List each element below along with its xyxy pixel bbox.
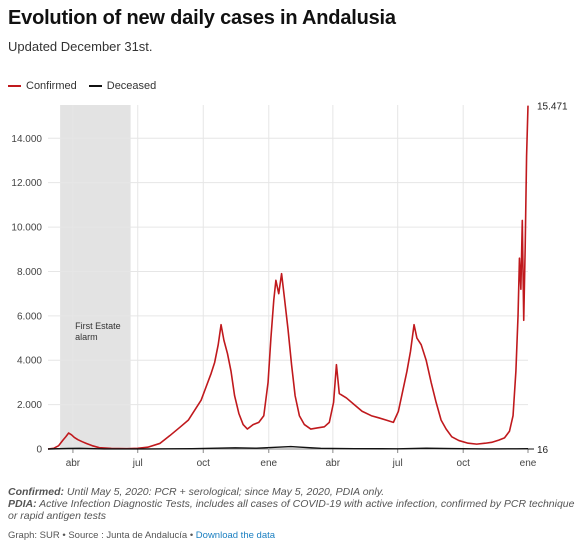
legend: Confirmed Deceased [8,80,156,92]
y-tick-label: 4.000 [17,356,42,367]
note-confirmed-text: Until May 5, 2020: PCR + serological; si… [66,486,385,498]
series-line-deceased [47,445,529,450]
x-tick-label: ene [520,458,537,469]
end-label-deceased: 16 [537,445,549,456]
legend-swatch-confirmed [8,85,21,87]
first-estate-alarm-band [60,105,131,449]
y-tick-label: 2.000 [17,400,42,411]
note-pdia: PDIA: Active Infection Diagnostic Tests,… [8,498,580,522]
note-confirmed: Confirmed: Until May 5, 2020: PCR + sero… [8,486,580,498]
note-pdia-label: PDIA: [8,498,37,510]
x-tick-label: jul [132,458,143,469]
y-tick-label: 6.000 [17,311,42,322]
note-pdia-text: Active Infection Diagnostic Tests, inclu… [8,498,575,522]
chart-subtitle: Updated December 31st. [8,39,153,54]
chart-title: Evolution of new daily cases in Andalusi… [8,7,396,29]
legend-swatch-deceased [88,85,102,87]
note-confirmed-label: Confirmed: [8,486,64,498]
credits-text: Graph: SUR • Source : Junta de Andalucía… [8,530,196,541]
legend-label-deceased: Deceased [106,80,157,92]
legend-label-confirmed: Confirmed [26,80,77,92]
legend-item-deceased: Deceased [88,80,157,92]
x-tick-label: jul [392,458,403,469]
legend-item-confirmed: Confirmed [8,80,77,92]
line-chart: First Estate alarm abr jul oct ene abr jul oct e… [11,102,568,469]
x-tick-label: abr [66,458,81,469]
y-tick-label: 8.000 [17,267,42,278]
y-tick-label: 12.000 [11,178,42,189]
chart-notes: Confirmed: Until May 5, 2020: PCR + sero… [8,486,580,522]
x-tick-label: oct [197,458,211,469]
x-tick-label: ene [260,458,277,469]
credits: Graph: SUR • Source : Junta de Andalucía… [8,530,275,541]
x-tick-label: abr [326,458,341,469]
download-data-link[interactable]: Download the data [195,530,276,541]
series-line-confirmed [47,105,529,450]
y-tick-label: 0 [36,445,42,456]
end-label-confirmed: 15.471 [537,102,568,113]
x-tick-label: oct [457,458,471,469]
y-tick-label: 10.000 [11,223,42,234]
y-tick-label: 14.000 [11,134,42,145]
annotation-label: First Estate alarm [75,321,121,342]
